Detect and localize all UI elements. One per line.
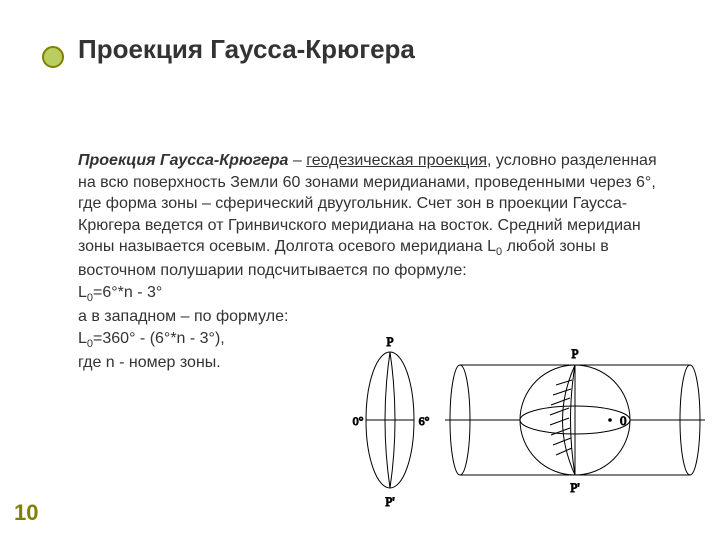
f2a: L bbox=[78, 330, 87, 347]
label-6deg: 6° bbox=[419, 414, 430, 428]
f1b: =6°*n - 3° bbox=[93, 284, 162, 301]
slide-title: Проекция Гаусса-Крюгера bbox=[78, 34, 415, 65]
label-P-left: P bbox=[386, 334, 393, 349]
f2b: =360° - (6°*n - 3°), bbox=[93, 330, 225, 347]
f1a: L bbox=[78, 284, 87, 301]
figure-area: P P' 0° 6° bbox=[350, 330, 710, 510]
page-number: 10 bbox=[14, 500, 38, 526]
mid: а в западном – по формуле: bbox=[78, 308, 288, 325]
title-bullet bbox=[42, 46, 64, 68]
lune-diagram: P P' 0° 6° bbox=[353, 334, 430, 509]
end: где n - номер зоны. bbox=[78, 354, 221, 371]
cylinder-diagram: 0 P P' bbox=[445, 346, 705, 495]
linked-term: геодезическая проекция bbox=[306, 152, 487, 169]
term: Проекция Гаусса-Крюгера bbox=[78, 152, 288, 169]
label-P-right: P bbox=[571, 346, 578, 361]
label-O: 0 bbox=[620, 413, 627, 428]
label-Pp-right: P' bbox=[570, 480, 580, 495]
label-Pp-left: P' bbox=[385, 494, 395, 509]
diagram-svg: P P' 0° 6° bbox=[350, 330, 710, 510]
label-0deg: 0° bbox=[353, 414, 364, 428]
dash: – bbox=[288, 152, 306, 169]
